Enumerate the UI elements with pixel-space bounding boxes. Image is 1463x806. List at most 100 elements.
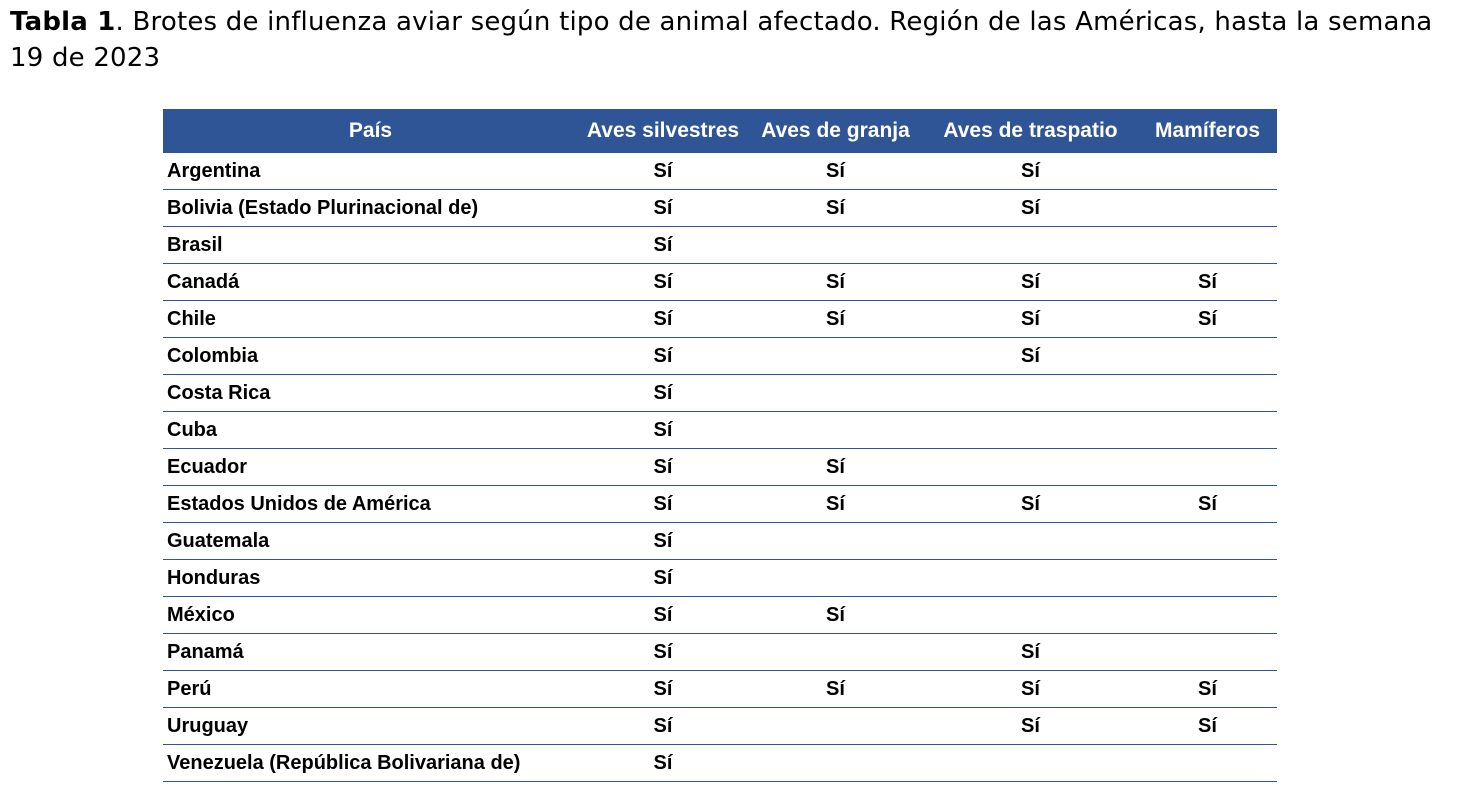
cell-farm-birds	[748, 226, 923, 264]
cell-country: Venezuela (República Bolivariana de)	[163, 744, 578, 782]
cell-wild-birds: Sí	[578, 707, 748, 745]
cell-backyard-birds: Sí	[923, 263, 1138, 301]
caption-label: Tabla 1	[10, 7, 116, 37]
table-row: Honduras Sí	[163, 559, 1277, 597]
cell-wild-birds: Sí	[578, 374, 748, 412]
cell-backyard-birds	[923, 522, 1138, 560]
table-header: País Aves silvestres Aves de granja Aves…	[163, 109, 1277, 153]
header-mammals: Mamíferos	[1154, 119, 1261, 142]
cell-mammals	[1138, 522, 1277, 560]
cell-mammals	[1138, 337, 1277, 375]
header-country: País	[348, 119, 393, 142]
cell-mammals: Sí	[1138, 300, 1277, 338]
cell-farm-birds	[748, 744, 923, 782]
table-row: Ecuador Sí Sí	[163, 448, 1277, 486]
cell-farm-birds: Sí	[748, 189, 923, 227]
table-row: México Sí Sí	[163, 596, 1277, 634]
table-row: Panamá Sí Sí	[163, 633, 1277, 671]
table-row: Bolivia (Estado Plurinacional de) Sí Sí Sí	[163, 189, 1277, 227]
cell-farm-birds	[748, 522, 923, 560]
cell-farm-birds: Sí	[748, 263, 923, 301]
cell-mammals	[1138, 596, 1277, 634]
header-wild-birds: Aves silvestres	[586, 119, 740, 142]
cell-backyard-birds	[923, 411, 1138, 449]
cell-mammals	[1138, 411, 1277, 449]
cell-country: Colombia	[163, 337, 578, 375]
avian-influenza-table: País Aves silvestres Aves de granja Aves…	[163, 109, 1277, 782]
cell-farm-birds: Sí	[748, 153, 923, 190]
cell-wild-birds: Sí	[578, 522, 748, 560]
cell-wild-birds: Sí	[578, 411, 748, 449]
cell-backyard-birds: Sí	[923, 707, 1138, 745]
cell-country: Canadá	[163, 263, 578, 301]
cell-wild-birds: Sí	[578, 596, 748, 634]
cell-wild-birds: Sí	[578, 448, 748, 486]
cell-farm-birds	[748, 411, 923, 449]
cell-backyard-birds	[923, 744, 1138, 782]
table-body: Argentina Sí Sí Sí Bolivia (Estado Plurinaci…	[163, 153, 1277, 782]
cell-wild-birds: Sí	[578, 485, 748, 523]
table-row: Argentina Sí Sí Sí	[163, 153, 1277, 190]
header-backyard-birds: Aves de traspatio	[943, 119, 1118, 142]
cell-farm-birds: Sí	[748, 596, 923, 634]
cell-country: Estados Unidos de América	[163, 485, 578, 523]
cell-country: Bolivia (Estado Plurinacional de)	[163, 189, 578, 227]
cell-farm-birds: Sí	[748, 448, 923, 486]
cell-country: Argentina	[163, 153, 578, 190]
cell-farm-birds	[748, 633, 923, 671]
cell-mammals: Sí	[1138, 263, 1277, 301]
cell-farm-birds: Sí	[748, 300, 923, 338]
header-row: País Aves silvestres Aves de granja Aves…	[163, 109, 1277, 153]
cell-wild-birds: Sí	[578, 153, 748, 190]
cell-mammals	[1138, 744, 1277, 782]
table-row: Guatemala Sí	[163, 522, 1277, 560]
cell-backyard-birds	[923, 448, 1138, 486]
cell-wild-birds: Sí	[578, 559, 748, 597]
table-caption: Tabla 1. Brotes de influenza aviar según…	[10, 4, 1450, 76]
cell-country: Costa Rica	[163, 374, 578, 412]
cell-mammals	[1138, 448, 1277, 486]
table-row: Chile Sí Sí Sí Sí	[163, 300, 1277, 338]
table-row: Estados Unidos de América Sí Sí Sí Sí	[163, 485, 1277, 523]
cell-wild-birds: Sí	[578, 670, 748, 708]
table-row: Cuba Sí	[163, 411, 1277, 449]
cell-country: Honduras	[163, 559, 578, 597]
cell-backyard-birds	[923, 596, 1138, 634]
cell-farm-birds: Sí	[748, 670, 923, 708]
cell-mammals	[1138, 226, 1277, 264]
cell-mammals: Sí	[1138, 670, 1277, 708]
cell-backyard-birds: Sí	[923, 670, 1138, 708]
cell-backyard-birds: Sí	[923, 153, 1138, 190]
cell-farm-birds	[748, 707, 923, 745]
cell-country: Perú	[163, 670, 578, 708]
cell-farm-birds: Sí	[748, 485, 923, 523]
table-row: Uruguay Sí Sí Sí	[163, 707, 1277, 745]
header-farm-birds: Aves de granja	[761, 119, 910, 142]
cell-wild-birds: Sí	[578, 226, 748, 264]
cell-backyard-birds: Sí	[923, 485, 1138, 523]
cell-country: México	[163, 596, 578, 634]
cell-farm-birds	[748, 374, 923, 412]
cell-farm-birds	[748, 337, 923, 375]
cell-mammals	[1138, 189, 1277, 227]
cell-backyard-birds: Sí	[923, 189, 1138, 227]
cell-mammals	[1138, 633, 1277, 671]
table-row: Perú Sí Sí Sí Sí	[163, 670, 1277, 708]
table-row: Brasil Sí	[163, 226, 1277, 264]
cell-country: Chile	[163, 300, 578, 338]
cell-backyard-birds: Sí	[923, 300, 1138, 338]
cell-mammals	[1138, 374, 1277, 412]
table-row: Canadá Sí Sí Sí Sí	[163, 263, 1277, 301]
table-row: Colombia Sí Sí	[163, 337, 1277, 375]
cell-wild-birds: Sí	[578, 189, 748, 227]
cell-country: Cuba	[163, 411, 578, 449]
cell-wild-birds: Sí	[578, 263, 748, 301]
table-row: Costa Rica Sí	[163, 374, 1277, 412]
cell-wild-birds: Sí	[578, 337, 748, 375]
cell-wild-birds: Sí	[578, 300, 748, 338]
cell-backyard-birds	[923, 374, 1138, 412]
cell-mammals	[1138, 559, 1277, 597]
cell-country: Uruguay	[163, 707, 578, 745]
caption-text: . Brotes de influenza aviar según tipo d…	[10, 7, 1433, 73]
cell-mammals: Sí	[1138, 707, 1277, 745]
